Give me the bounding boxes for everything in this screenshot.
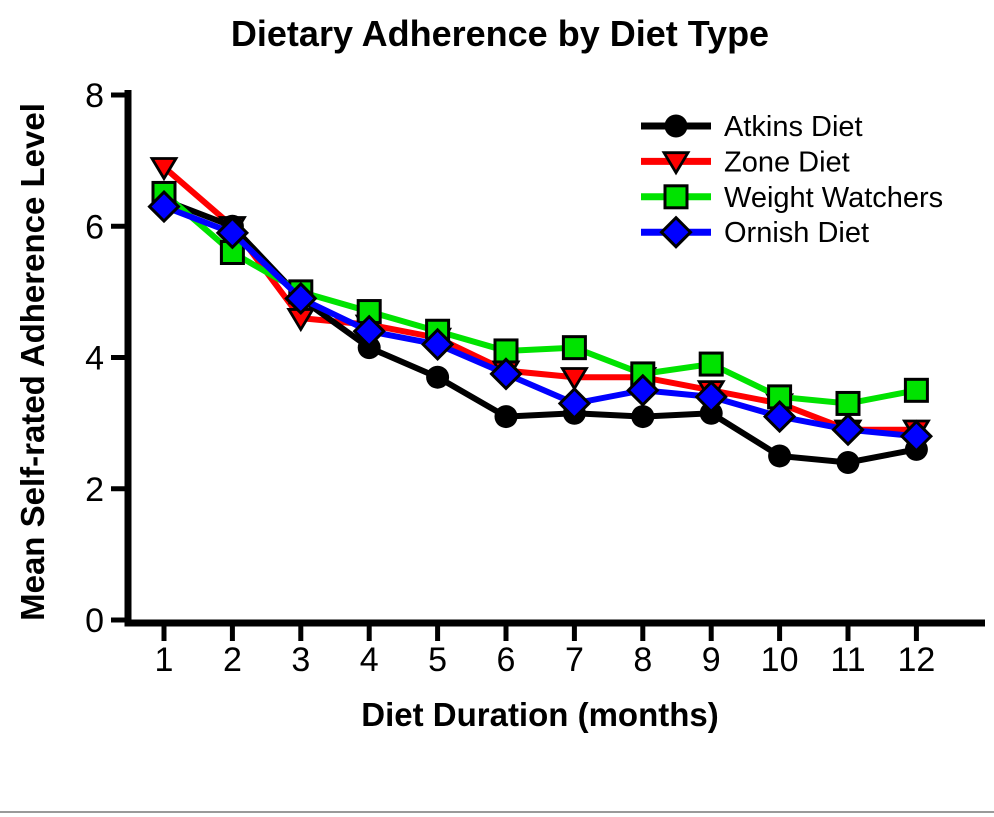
legend-marker-zone-diet	[661, 151, 691, 176]
data-point-atkins-diet-m11	[836, 451, 860, 474]
x-tick-label-4: 4	[360, 641, 379, 679]
data-point-ornish-diet-m1	[147, 189, 181, 224]
x-tick-label-2: 2	[223, 641, 242, 679]
data-point-ornish-diet-m11	[831, 413, 865, 447]
x-tick-label-6: 6	[497, 641, 516, 679]
series-ornish-diet	[147, 189, 934, 453]
data-point-ornish-diet-m5	[420, 327, 455, 361]
x-tick-label-10: 10	[761, 641, 799, 679]
data-series-layer	[147, 157, 934, 474]
data-point-ornish-diet-m4	[352, 314, 386, 348]
data-point-ornish-diet-m8	[626, 373, 660, 407]
x-tick-label-1: 1	[155, 641, 174, 679]
chart-title: Dietary Adherence by Diet Type	[231, 13, 769, 54]
x-tick-label-12: 12	[897, 641, 935, 679]
y-tick-label-8: 8	[85, 77, 104, 115]
data-point-ornish-diet-m10	[762, 399, 797, 434]
data-point-zone-diet-m7	[559, 367, 589, 392]
x-tick-label-7: 7	[565, 641, 584, 679]
data-point-atkins-diet-m5	[426, 365, 450, 389]
legend-label-weight-watchers: Weight Watchers	[724, 182, 943, 214]
y-axis-title: Mean Self-rated Adherence Level	[14, 103, 51, 621]
legend-item-ornish-diet: Ornish Diet	[641, 215, 869, 249]
data-point-atkins-diet-m10	[768, 444, 792, 468]
legend-marker-atkins-diet	[664, 114, 688, 138]
data-point-weight-watchers-m7	[561, 335, 587, 361]
x-tick-label-8: 8	[633, 641, 652, 679]
legend-label-atkins-diet: Atkins Diet	[724, 111, 863, 143]
legend-marker-ornish-diet	[659, 215, 693, 249]
data-point-atkins-diet-m8	[631, 405, 655, 429]
y-tick-label-2: 2	[85, 471, 104, 509]
legend-marker-weight-watchers	[663, 184, 689, 210]
data-point-ornish-diet-m3	[284, 281, 318, 316]
data-point-weight-watchers-m9	[698, 351, 724, 377]
data-point-ornish-diet-m12	[899, 419, 934, 453]
y-tick-label-6: 6	[85, 208, 104, 246]
legend-label-zone-diet: Zone Diet	[724, 146, 850, 178]
x-tick-label-9: 9	[702, 641, 721, 679]
legend-label-ornish-diet: Ornish Diet	[724, 217, 869, 249]
y-tick-label-4: 4	[85, 340, 104, 378]
x-axis-title: Diet Duration (months)	[361, 696, 718, 733]
data-point-weight-watchers-m11	[835, 390, 861, 416]
data-point-ornish-diet-m9	[694, 380, 728, 414]
data-point-zone-diet-m1	[149, 157, 179, 182]
data-point-weight-watchers-m12	[903, 377, 929, 403]
y-tick-label-0: 0	[85, 602, 104, 640]
data-point-ornish-diet-m2	[215, 216, 250, 250]
data-point-ornish-diet-m6	[489, 357, 523, 391]
x-tick-label-5: 5	[428, 641, 447, 679]
data-point-ornish-diet-m7	[557, 386, 592, 421]
x-tick-label-11: 11	[830, 641, 865, 679]
legend-item-zone-diet: Zone Diet	[641, 146, 850, 178]
legend-item-atkins-diet: Atkins Diet	[641, 111, 863, 143]
data-point-atkins-diet-m6	[494, 405, 518, 429]
x-tick-label-3: 3	[291, 641, 310, 679]
legend-item-weight-watchers: Weight Watchers	[641, 182, 943, 214]
